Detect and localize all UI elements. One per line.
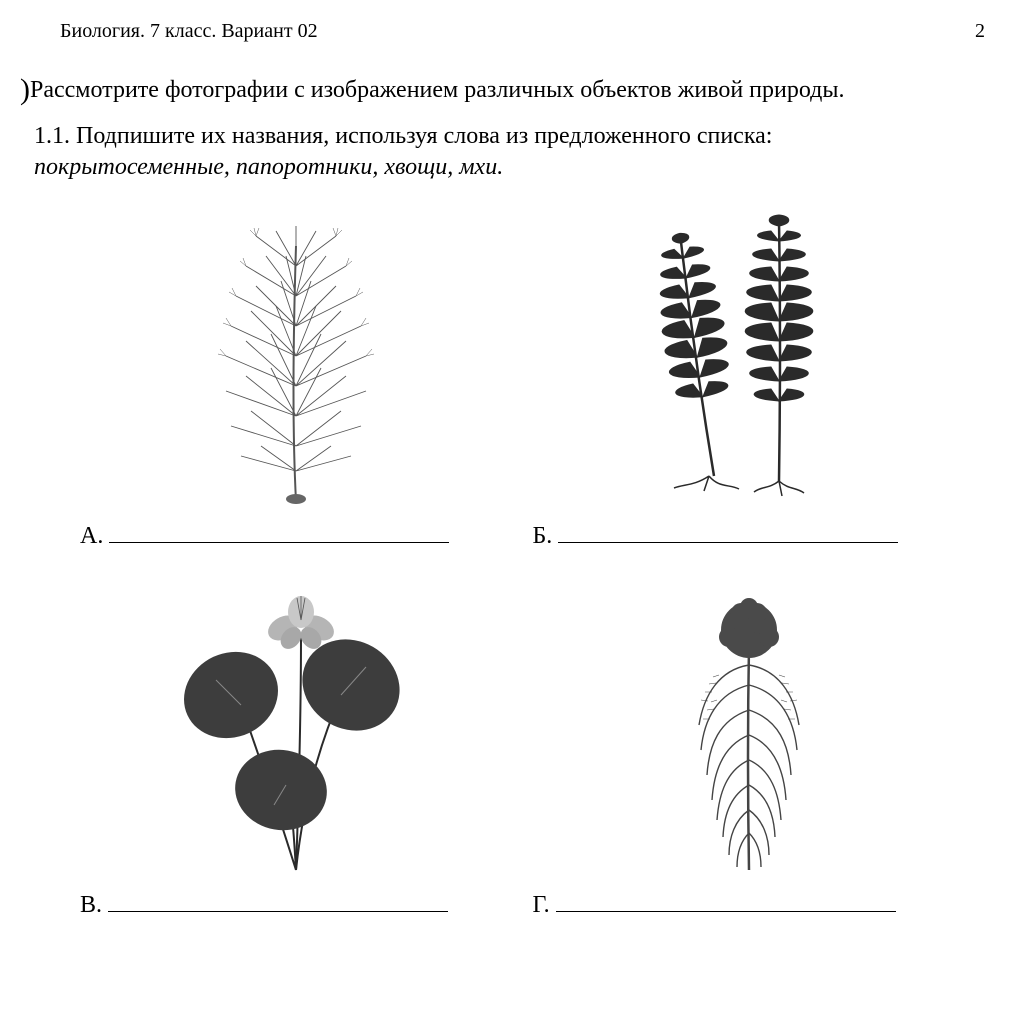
answer-line-d: Г.: [533, 892, 966, 919]
answer-label-c: В.: [80, 892, 102, 919]
figure-image-d: [533, 570, 966, 880]
figure-image-b: [533, 201, 966, 511]
question-intro: )Рассмотрите фотографии с изображением р…: [34, 73, 985, 107]
figure-cell-d: Г.: [533, 570, 966, 919]
answer-blank-a[interactable]: [109, 523, 449, 543]
page-header: Биология. 7 класс. Вариант 02 2: [20, 20, 985, 43]
header-left: Биология. 7 класс. Вариант 02: [60, 20, 318, 43]
header-page-number: 2: [975, 20, 985, 43]
figure-cell-b: Б.: [533, 201, 966, 550]
answer-label-b: Б.: [533, 523, 553, 550]
task-number: 1.1.: [34, 123, 70, 149]
answer-line-b: Б.: [533, 523, 966, 550]
figure-grid: А.: [20, 201, 985, 919]
figure-cell-c: В.: [80, 570, 513, 919]
task-line: 1.1. Подпишите их названия, используя сл…: [20, 123, 985, 150]
word-list: покрытосеменные, папоротники, хвощи, мхи…: [20, 154, 985, 181]
figure-image-c: [80, 570, 513, 880]
answer-label-a: А.: [80, 523, 103, 550]
answer-label-d: Г.: [533, 892, 550, 919]
answer-blank-d[interactable]: [556, 892, 896, 912]
task-text: Подпишите их названия, используя слова и…: [76, 123, 772, 149]
intro-text: Рассмотрите фотографии с изображением ра…: [30, 77, 845, 103]
figure-image-a: [80, 201, 513, 511]
figure-cell-a: А.: [80, 201, 513, 550]
answer-line-a: А.: [80, 523, 513, 550]
answer-blank-c[interactable]: [108, 892, 448, 912]
answer-line-c: В.: [80, 892, 513, 919]
answer-blank-b[interactable]: [558, 523, 898, 543]
paren-icon: ): [20, 73, 30, 106]
